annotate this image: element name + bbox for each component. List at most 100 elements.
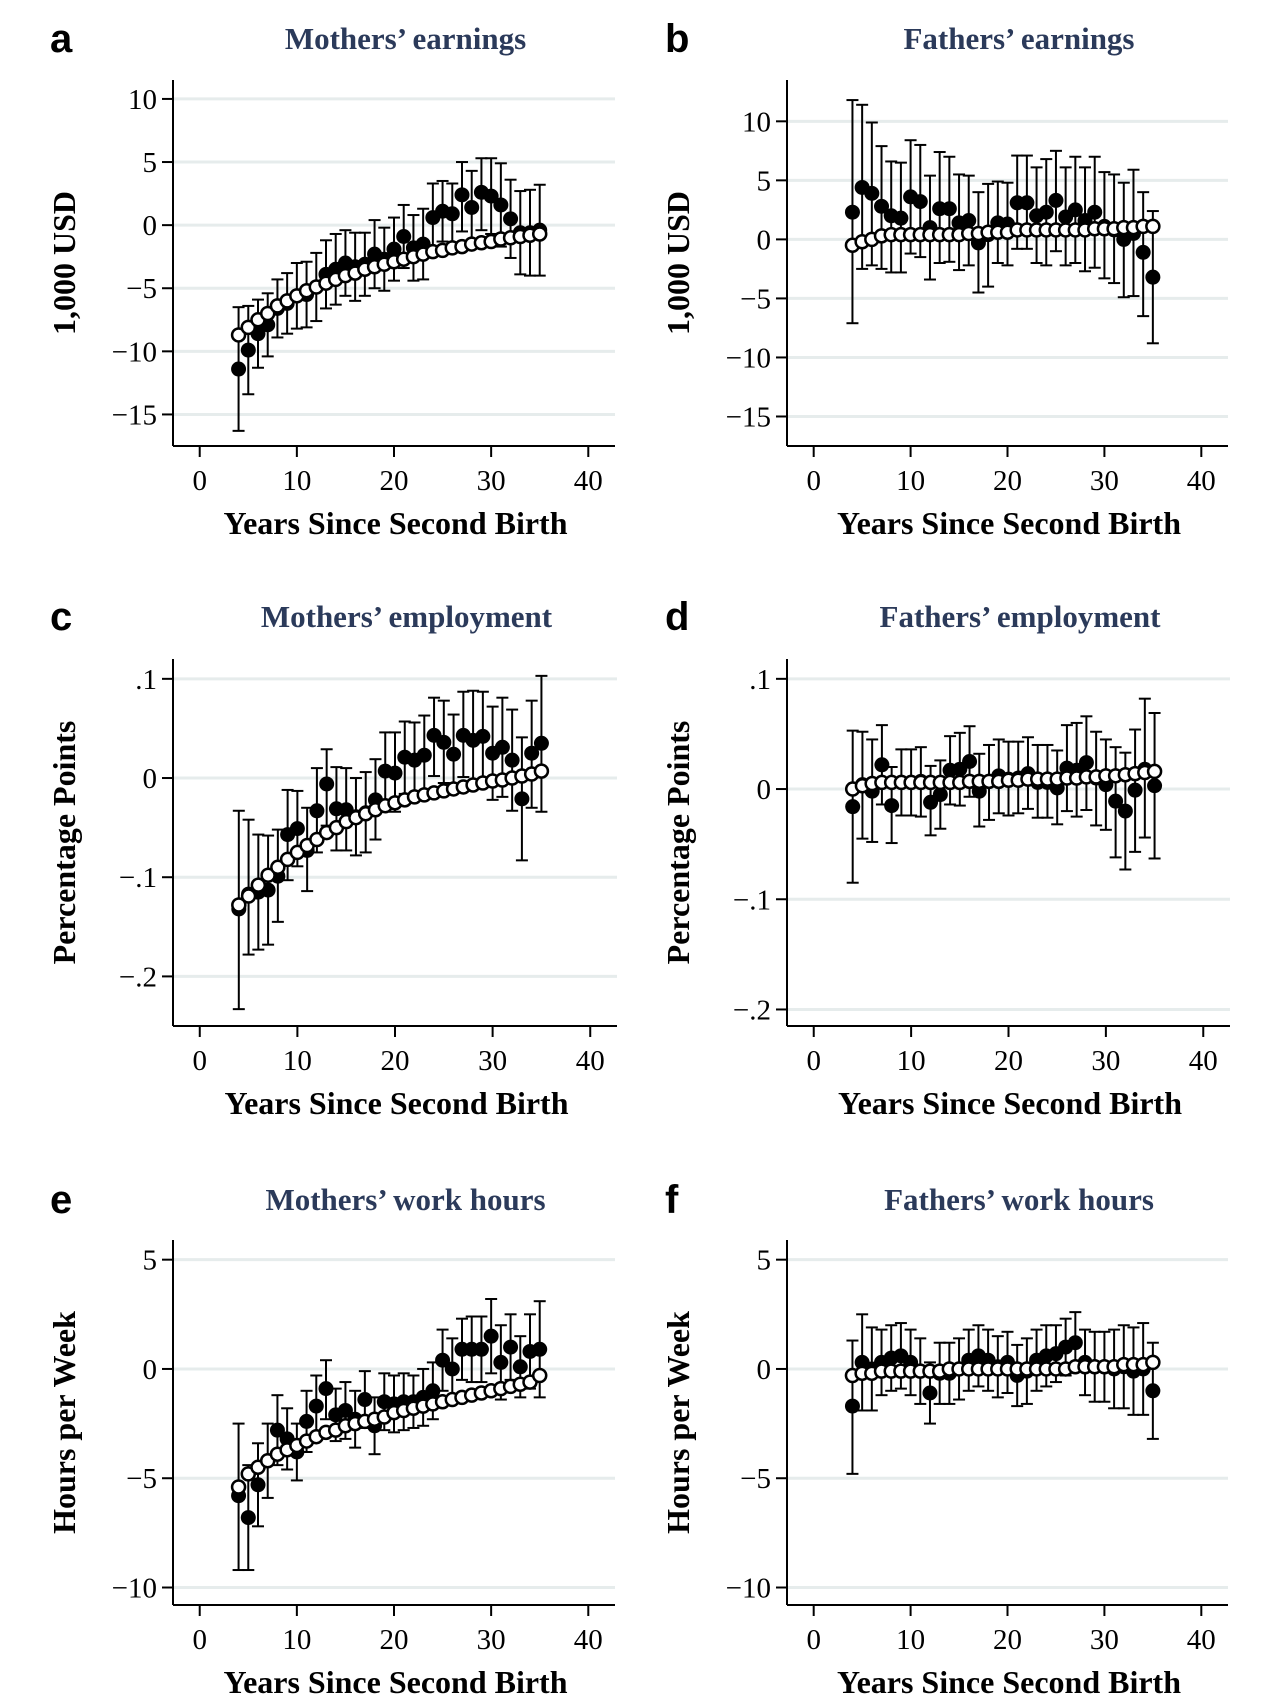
- x-tick-label: 0: [806, 465, 821, 497]
- filled-point: [416, 747, 432, 763]
- filled-point: [396, 228, 412, 244]
- panel-letter: d: [665, 595, 689, 639]
- filled-point: [483, 188, 499, 204]
- filled-point: [962, 753, 978, 769]
- filled-point: [493, 1354, 509, 1370]
- filled-point: [483, 1328, 499, 1344]
- filled-point: [240, 342, 256, 358]
- filled-point: [1145, 1383, 1161, 1399]
- filled-point: [1135, 244, 1151, 260]
- y-tick-label: 10: [742, 106, 771, 138]
- y-tick-label: −15: [726, 401, 771, 433]
- y-tick-label: 0: [143, 210, 158, 242]
- x-tick-label: 0: [806, 1045, 821, 1077]
- series-hollow: [230, 1367, 548, 1495]
- y-tick-label: 5: [143, 147, 158, 179]
- x-tick-label: 40: [1187, 465, 1216, 497]
- filled-point: [1067, 202, 1083, 218]
- x-tick-label: 20: [993, 1624, 1022, 1656]
- filled-point: [1147, 778, 1163, 794]
- x-tick-label: 20: [994, 1045, 1023, 1077]
- filled-point: [473, 1341, 489, 1357]
- x-tick-label: 30: [1090, 465, 1119, 497]
- x-tick-label: 40: [1187, 1624, 1216, 1656]
- hollow-point: [533, 763, 550, 779]
- filled-point: [1019, 195, 1035, 211]
- chart-title: Mothers’ work hours: [265, 1182, 545, 1217]
- y-tick-label: −10: [726, 1573, 771, 1605]
- x-tick-label: 10: [282, 465, 311, 497]
- filled-point: [874, 198, 890, 214]
- filled-point: [1038, 204, 1054, 220]
- filled-point: [514, 791, 530, 807]
- hollow-point: [259, 305, 276, 322]
- y-tick-label: −15: [112, 399, 157, 431]
- filled-point: [912, 194, 928, 210]
- y-tick-label: 5: [757, 165, 772, 197]
- series-hollow: [844, 218, 1161, 254]
- filled-point: [1117, 803, 1133, 819]
- panel-letter: c: [50, 595, 72, 639]
- y-tick-label: −.1: [733, 884, 771, 916]
- hollow-point: [230, 327, 247, 343]
- hollow-point: [240, 319, 257, 336]
- panel-a: a Mothers’ earnings 10 5 0 −5 −10 −15 0 10 20 30 40Y…: [46, 17, 615, 541]
- x-tick-label: 40: [574, 1624, 603, 1656]
- series-hollow: [231, 763, 550, 913]
- hollow-point: [270, 859, 286, 876]
- series-filled: [844, 1311, 1161, 1475]
- panel-letter: a: [50, 17, 73, 61]
- filled-point: [435, 1352, 451, 1368]
- x-tick-label: 0: [193, 1045, 208, 1077]
- filled-point: [444, 206, 460, 222]
- series-filled: [231, 674, 549, 1011]
- x-tick-label: 20: [380, 1624, 409, 1656]
- filled-point: [493, 197, 509, 213]
- x-axis-label: Years Since Second Birth: [224, 505, 568, 541]
- y-axis-label: 1,000 USD: [46, 191, 82, 335]
- filled-point: [240, 1510, 256, 1526]
- filled-point: [425, 1383, 441, 1399]
- filled-point: [524, 745, 540, 761]
- x-axis-label: Years Since Second Birth: [838, 1085, 1182, 1121]
- filled-point: [503, 1339, 519, 1355]
- filled-point: [1108, 793, 1124, 809]
- x-tick-label: 40: [574, 465, 603, 497]
- y-tick-label: 5: [757, 1245, 772, 1277]
- y-tick-label: 0: [143, 763, 158, 795]
- y-tick-label: 0: [757, 1354, 772, 1386]
- filled-point: [475, 728, 491, 744]
- filled-point: [1127, 782, 1143, 798]
- x-tick-label: 10: [283, 1045, 312, 1077]
- panel-e: e Mothers’ work hours 5 0 −5 −10 0 10 20 30 40Year…: [46, 1178, 615, 1700]
- series-filled: [231, 1298, 548, 1572]
- y-tick-label: −5: [126, 273, 157, 305]
- y-tick-label: −10: [112, 336, 157, 368]
- x-tick-label: 30: [477, 465, 506, 497]
- filled-point: [1078, 755, 1094, 771]
- filled-point: [512, 1359, 528, 1375]
- x-axis-label: Years Since Second Birth: [837, 505, 1181, 541]
- x-tick-label: 20: [381, 1045, 410, 1077]
- x-axis-label: Years Since Second Birth: [224, 1664, 568, 1700]
- y-axis-label: Percentage Points: [46, 721, 82, 965]
- series-hollow: [844, 1354, 1161, 1384]
- y-axis-label: Hours per Week: [660, 1311, 696, 1534]
- x-axis-label: Years Since Second Birth: [837, 1664, 1181, 1700]
- series-filled: [845, 697, 1163, 884]
- y-tick-label: −10: [112, 1573, 157, 1605]
- y-tick-label: −5: [740, 1463, 771, 1495]
- filled-point: [357, 1392, 373, 1408]
- x-tick-label: 0: [192, 465, 207, 497]
- x-tick-label: 40: [1189, 1045, 1218, 1077]
- filled-point: [1067, 1335, 1083, 1351]
- chart-title: Fathers’ earnings: [903, 21, 1134, 56]
- x-tick-label: 30: [478, 1045, 507, 1077]
- y-axis-label: 1,000 USD: [660, 191, 696, 335]
- filled-point: [844, 1398, 860, 1414]
- filled-point: [289, 821, 305, 837]
- chart-title: Mothers’ earnings: [285, 21, 526, 56]
- filled-point: [444, 1361, 460, 1377]
- panel-b: b Fathers’ earnings 10 5 0 −5 −10 −15 0 10 20 30 40Y…: [660, 17, 1228, 541]
